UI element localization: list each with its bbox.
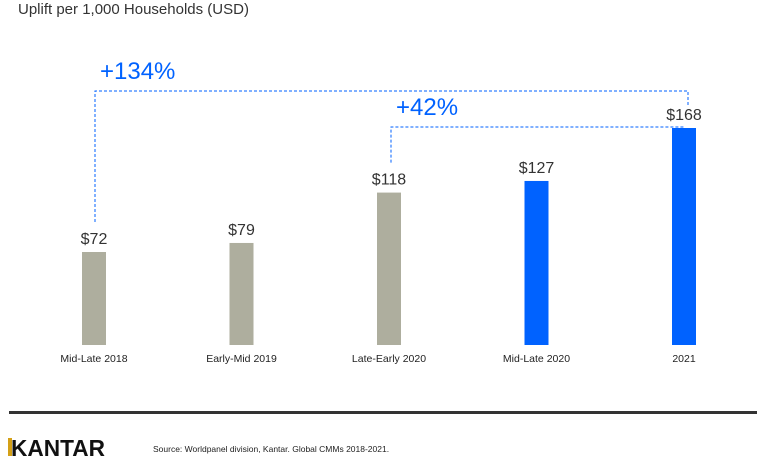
x-tick-label: Early-Mid 2019 <box>206 353 277 365</box>
data-label: $168 <box>666 107 702 124</box>
growth-annotation: +42% <box>396 94 458 121</box>
bar <box>229 242 254 345</box>
bar <box>377 192 401 345</box>
data-label: $79 <box>228 222 255 239</box>
data-label: $127 <box>519 160 555 177</box>
growth-annotation: +134% <box>100 58 175 85</box>
x-tick-label: 2021 <box>672 353 696 365</box>
footer-divider <box>9 411 757 414</box>
bar <box>524 180 549 345</box>
chart-title: Uplift per 1,000 Households (USD) <box>18 1 249 18</box>
bar-chart: $72 Mid-Late 2018 $79 Early-Mid 2019 $118 Lat… <box>60 58 702 365</box>
x-tick-label: Mid-Late 2018 <box>60 353 127 365</box>
bracket-line <box>390 126 684 163</box>
svg-text:KANTAR: KANTAR <box>11 436 105 458</box>
bracket-line <box>94 90 689 222</box>
bar <box>82 252 106 345</box>
data-label: $118 <box>372 172 407 189</box>
x-tick-label: Late-Early 2020 <box>352 353 426 365</box>
kantar-logo: KANTAR <box>8 436 105 458</box>
x-tick-label: Mid-Late 2020 <box>503 353 570 365</box>
source-note: Source: Worldpanel division, Kantar. Glo… <box>153 444 390 454</box>
data-label: $72 <box>81 231 108 248</box>
bar <box>672 128 696 345</box>
